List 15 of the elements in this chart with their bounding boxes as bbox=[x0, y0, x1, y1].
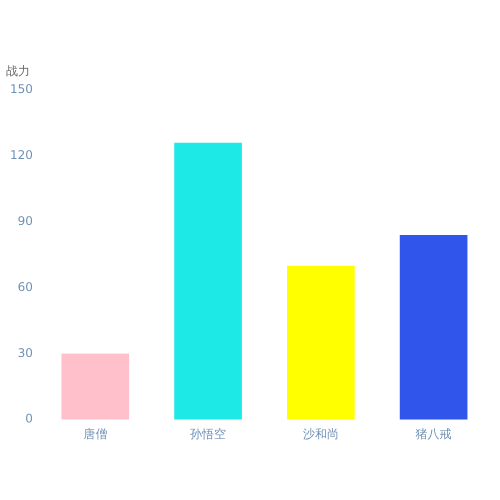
y-axis-title: 战力 bbox=[6, 64, 30, 78]
bar bbox=[400, 235, 468, 420]
y-tick-label: 60 bbox=[18, 280, 33, 294]
x-tick-label: 猪八戒 bbox=[416, 426, 452, 441]
bar bbox=[287, 266, 355, 420]
bar bbox=[174, 142, 242, 420]
y-tick-label: 30 bbox=[18, 346, 33, 360]
y-tick-label: 150 bbox=[10, 82, 33, 96]
x-tick-label: 沙和尚 bbox=[302, 426, 339, 441]
y-tick-label: 0 bbox=[25, 412, 33, 426]
x-tick-label: 唐僧 bbox=[83, 426, 108, 441]
y-tick-label: 120 bbox=[10, 148, 33, 162]
bar bbox=[61, 354, 130, 420]
x-tick-label: 孙悟空 bbox=[190, 426, 226, 441]
y-tick-label: 90 bbox=[18, 214, 33, 228]
